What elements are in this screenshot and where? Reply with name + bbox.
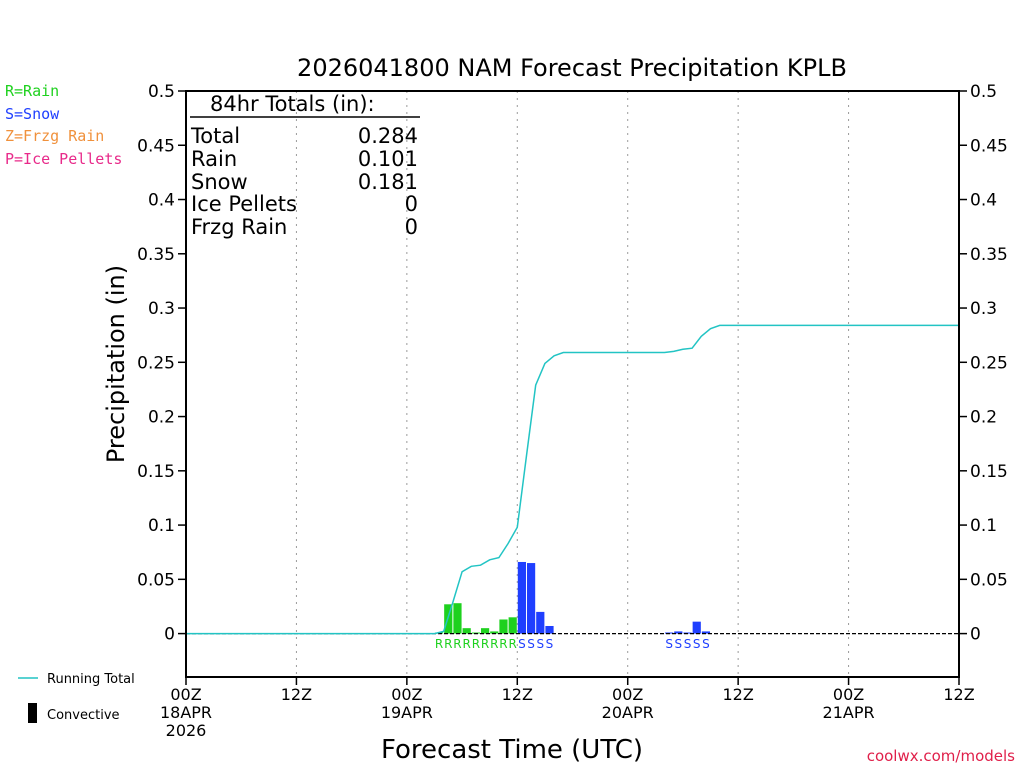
bar-snow-56 (692, 621, 701, 634)
convective-swatch (28, 703, 37, 723)
xtick-label-0-2: 2026 (166, 721, 207, 740)
bars-layer (434, 561, 711, 634)
ytick-label-right-1: 0.05 (970, 570, 1008, 590)
xtick-label-0-1: 18APR (160, 703, 212, 722)
ptype-label-29: R (444, 637, 452, 651)
ptype-label-34: R (490, 637, 498, 651)
ptype-label-35: R (499, 637, 507, 651)
ytick-label-right-4: 0.2 (970, 408, 997, 428)
totals-label-frzg-rain: Frzg Rain (191, 215, 287, 239)
ptype-label-54: S (675, 637, 683, 651)
xtick-label-4-0: 00Z (612, 685, 643, 704)
xtick-label-1-0: 12Z (281, 685, 312, 704)
bar-rain-30 (453, 603, 462, 634)
totals-value-ice-pellets: 0 (405, 192, 418, 216)
legend-ice-pellets: P=Ice Pellets (5, 150, 122, 168)
ptype-label-55: S (684, 637, 692, 651)
ptype-label-40: S (546, 637, 554, 651)
totals-label-total: Total (190, 124, 240, 148)
xtick-label-6-1: 21APR (823, 703, 875, 722)
xtick-label-2-1: 19APR (381, 703, 433, 722)
xtick-label-0-0: 00Z (170, 685, 201, 704)
ptype-label-28: R (435, 637, 443, 651)
legend-frzg-rain: Z=Frzg Rain (5, 127, 104, 145)
bar-snow-39 (536, 611, 545, 634)
totals-value-snow: 0.181 (358, 170, 418, 194)
running-total-line (186, 324, 959, 635)
ytick-label-left-5: 0.25 (137, 353, 175, 373)
ytick-label-left-4: 0.2 (148, 408, 175, 428)
ytick-label-right-9: 0.45 (970, 136, 1008, 156)
ytick-label-left-1: 0.05 (137, 570, 175, 590)
ytick-label-left-2: 0.1 (148, 516, 175, 536)
totals-header: 84hr Totals (in): (210, 92, 375, 116)
bar-rain-35 (499, 619, 508, 634)
plot-frame (185, 90, 960, 678)
ytick-label-right-10: 0.5 (970, 82, 997, 102)
ptype-label-39: S (536, 637, 544, 651)
bar-snow-40 (545, 625, 554, 634)
ytick-label-left-6: 0.3 (148, 299, 175, 319)
bar-snow-37 (517, 561, 526, 634)
ptype-label-37: S (518, 637, 526, 651)
totals-label-rain: Rain (191, 147, 237, 171)
ytick-label-right-7: 0.35 (970, 245, 1008, 265)
ytick-label-right-5: 0.25 (970, 353, 1008, 373)
bar-snow-54 (674, 631, 683, 634)
ytick-label-right-0: 0 (970, 625, 981, 645)
legend-rain: R=Rain (5, 82, 59, 100)
ptype-label-32: R (472, 637, 480, 651)
totals-label-ice-pellets: Ice Pellets (191, 192, 297, 216)
ptype-label-30: R (453, 637, 461, 651)
totals-value-frzg-rain: 0 (405, 215, 418, 239)
xtick-label-6-0: 00Z (833, 685, 864, 704)
y-axis-label: Precipitation (in) (102, 265, 130, 463)
credit-text: coolwx.com/models (867, 747, 1015, 765)
xtick-label-3-0: 12Z (502, 685, 533, 704)
y-axis-ticks: 0 00.05 0.050.1 0.10.15 0.150.2 0.20.25 0.250.… (137, 82, 1008, 645)
totals-label-snow: Snow (191, 170, 248, 194)
ytick-label-right-6: 0.3 (970, 299, 997, 319)
xtick-label-7-0: 12Z (943, 685, 974, 704)
xtick-label-2-0: 00Z (391, 685, 422, 704)
ytick-label-left-8: 0.4 (148, 191, 175, 211)
legend-convective: Convective (47, 708, 120, 723)
legend-snow: S=Snow (5, 105, 60, 123)
ytick-label-right-3: 0.15 (970, 462, 1008, 482)
chart-title: 2026041800 NAM Forecast Precipitation KP… (297, 54, 847, 82)
ptype-label-57: S (702, 637, 710, 651)
bar-rain-31 (462, 628, 471, 634)
ytick-label-right-8: 0.4 (970, 191, 997, 211)
totals-box: 84hr Totals (in): Total 0.284 Rain 0.101… (190, 92, 420, 239)
running-total-layer (186, 324, 959, 635)
ytick-label-left-9: 0.45 (137, 136, 175, 156)
ptype-label-53: S (665, 637, 673, 651)
xtick-label-4-1: 20APR (602, 703, 654, 722)
ptype-label-56: S (693, 637, 701, 651)
ytick-label-right-2: 0.1 (970, 516, 997, 536)
ytick-label-left-7: 0.35 (137, 245, 175, 265)
x-axis-label: Forecast Time (UTC) (381, 735, 643, 765)
bar-snow-57 (701, 631, 711, 634)
xtick-label-5-0: 12Z (722, 685, 753, 704)
ptype-label-38: S (527, 637, 535, 651)
legend-running-total: Running Total (47, 672, 135, 687)
bar-rain-34 (490, 631, 499, 634)
ytick-label-left-0: 0 (164, 625, 175, 645)
ytick-label-left-10: 0.5 (148, 82, 175, 102)
ptype-label-36: R (509, 637, 517, 651)
bar-rain-33 (480, 628, 490, 634)
bar-snow-38 (526, 563, 536, 634)
ptype-label-33: R (481, 637, 489, 651)
totals-value-total: 0.284 (358, 124, 418, 148)
ptype-label-31: R (463, 637, 471, 651)
bar-rain-36 (508, 617, 517, 634)
totals-value-rain: 0.101 (358, 147, 418, 171)
ytick-label-left-3: 0.15 (137, 462, 175, 482)
